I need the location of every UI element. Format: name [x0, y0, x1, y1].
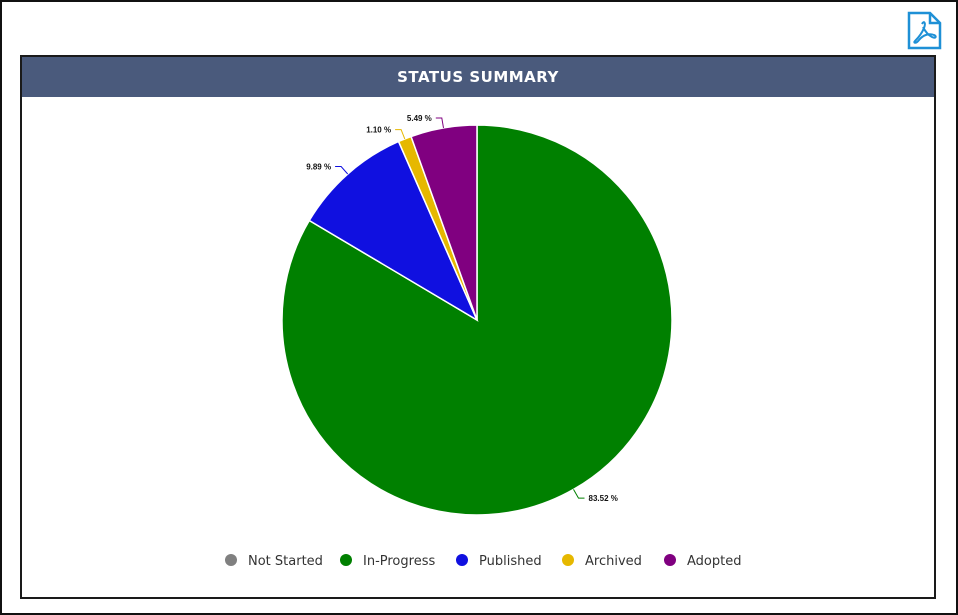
legend-marker	[225, 554, 237, 566]
slice-data-label: 83.52 %	[589, 494, 618, 503]
legend-label: Archived	[585, 554, 642, 569]
pie-slice-published[interactable]	[308, 140, 479, 322]
slice-data-label: 9.89 %	[306, 163, 331, 172]
legend-label: Not Started	[248, 554, 323, 569]
legend-label: Adopted	[687, 554, 741, 569]
slice-data-label: 5.49 %	[407, 114, 432, 123]
legend-item-archived[interactable]: Archived	[562, 554, 642, 569]
slice-connector	[335, 166, 349, 175]
legend-item-in-progress[interactable]: In-Progress	[340, 554, 435, 569]
slice-data-label: 1.10 %	[366, 126, 391, 135]
export-pdf-button[interactable]	[907, 11, 942, 50]
slice-connector	[435, 117, 444, 128]
legend-label: Published	[479, 554, 542, 569]
slice-connector	[395, 129, 406, 140]
legend-marker	[456, 554, 468, 566]
pdf-icon	[907, 11, 942, 50]
legend-label: In-Progress	[363, 554, 435, 569]
legend-item-adopted[interactable]: Adopted	[664, 554, 741, 569]
legend-marker	[664, 554, 676, 566]
legend-marker	[562, 554, 574, 566]
legend-marker	[340, 554, 352, 566]
slice-connector	[573, 489, 585, 499]
legend-item-published[interactable]: Published	[456, 554, 542, 569]
legend-item-not-started[interactable]: Not Started	[225, 554, 323, 569]
panel-title: STATUS SUMMARY	[22, 57, 934, 97]
pie-slice-adopted[interactable]	[410, 124, 478, 321]
